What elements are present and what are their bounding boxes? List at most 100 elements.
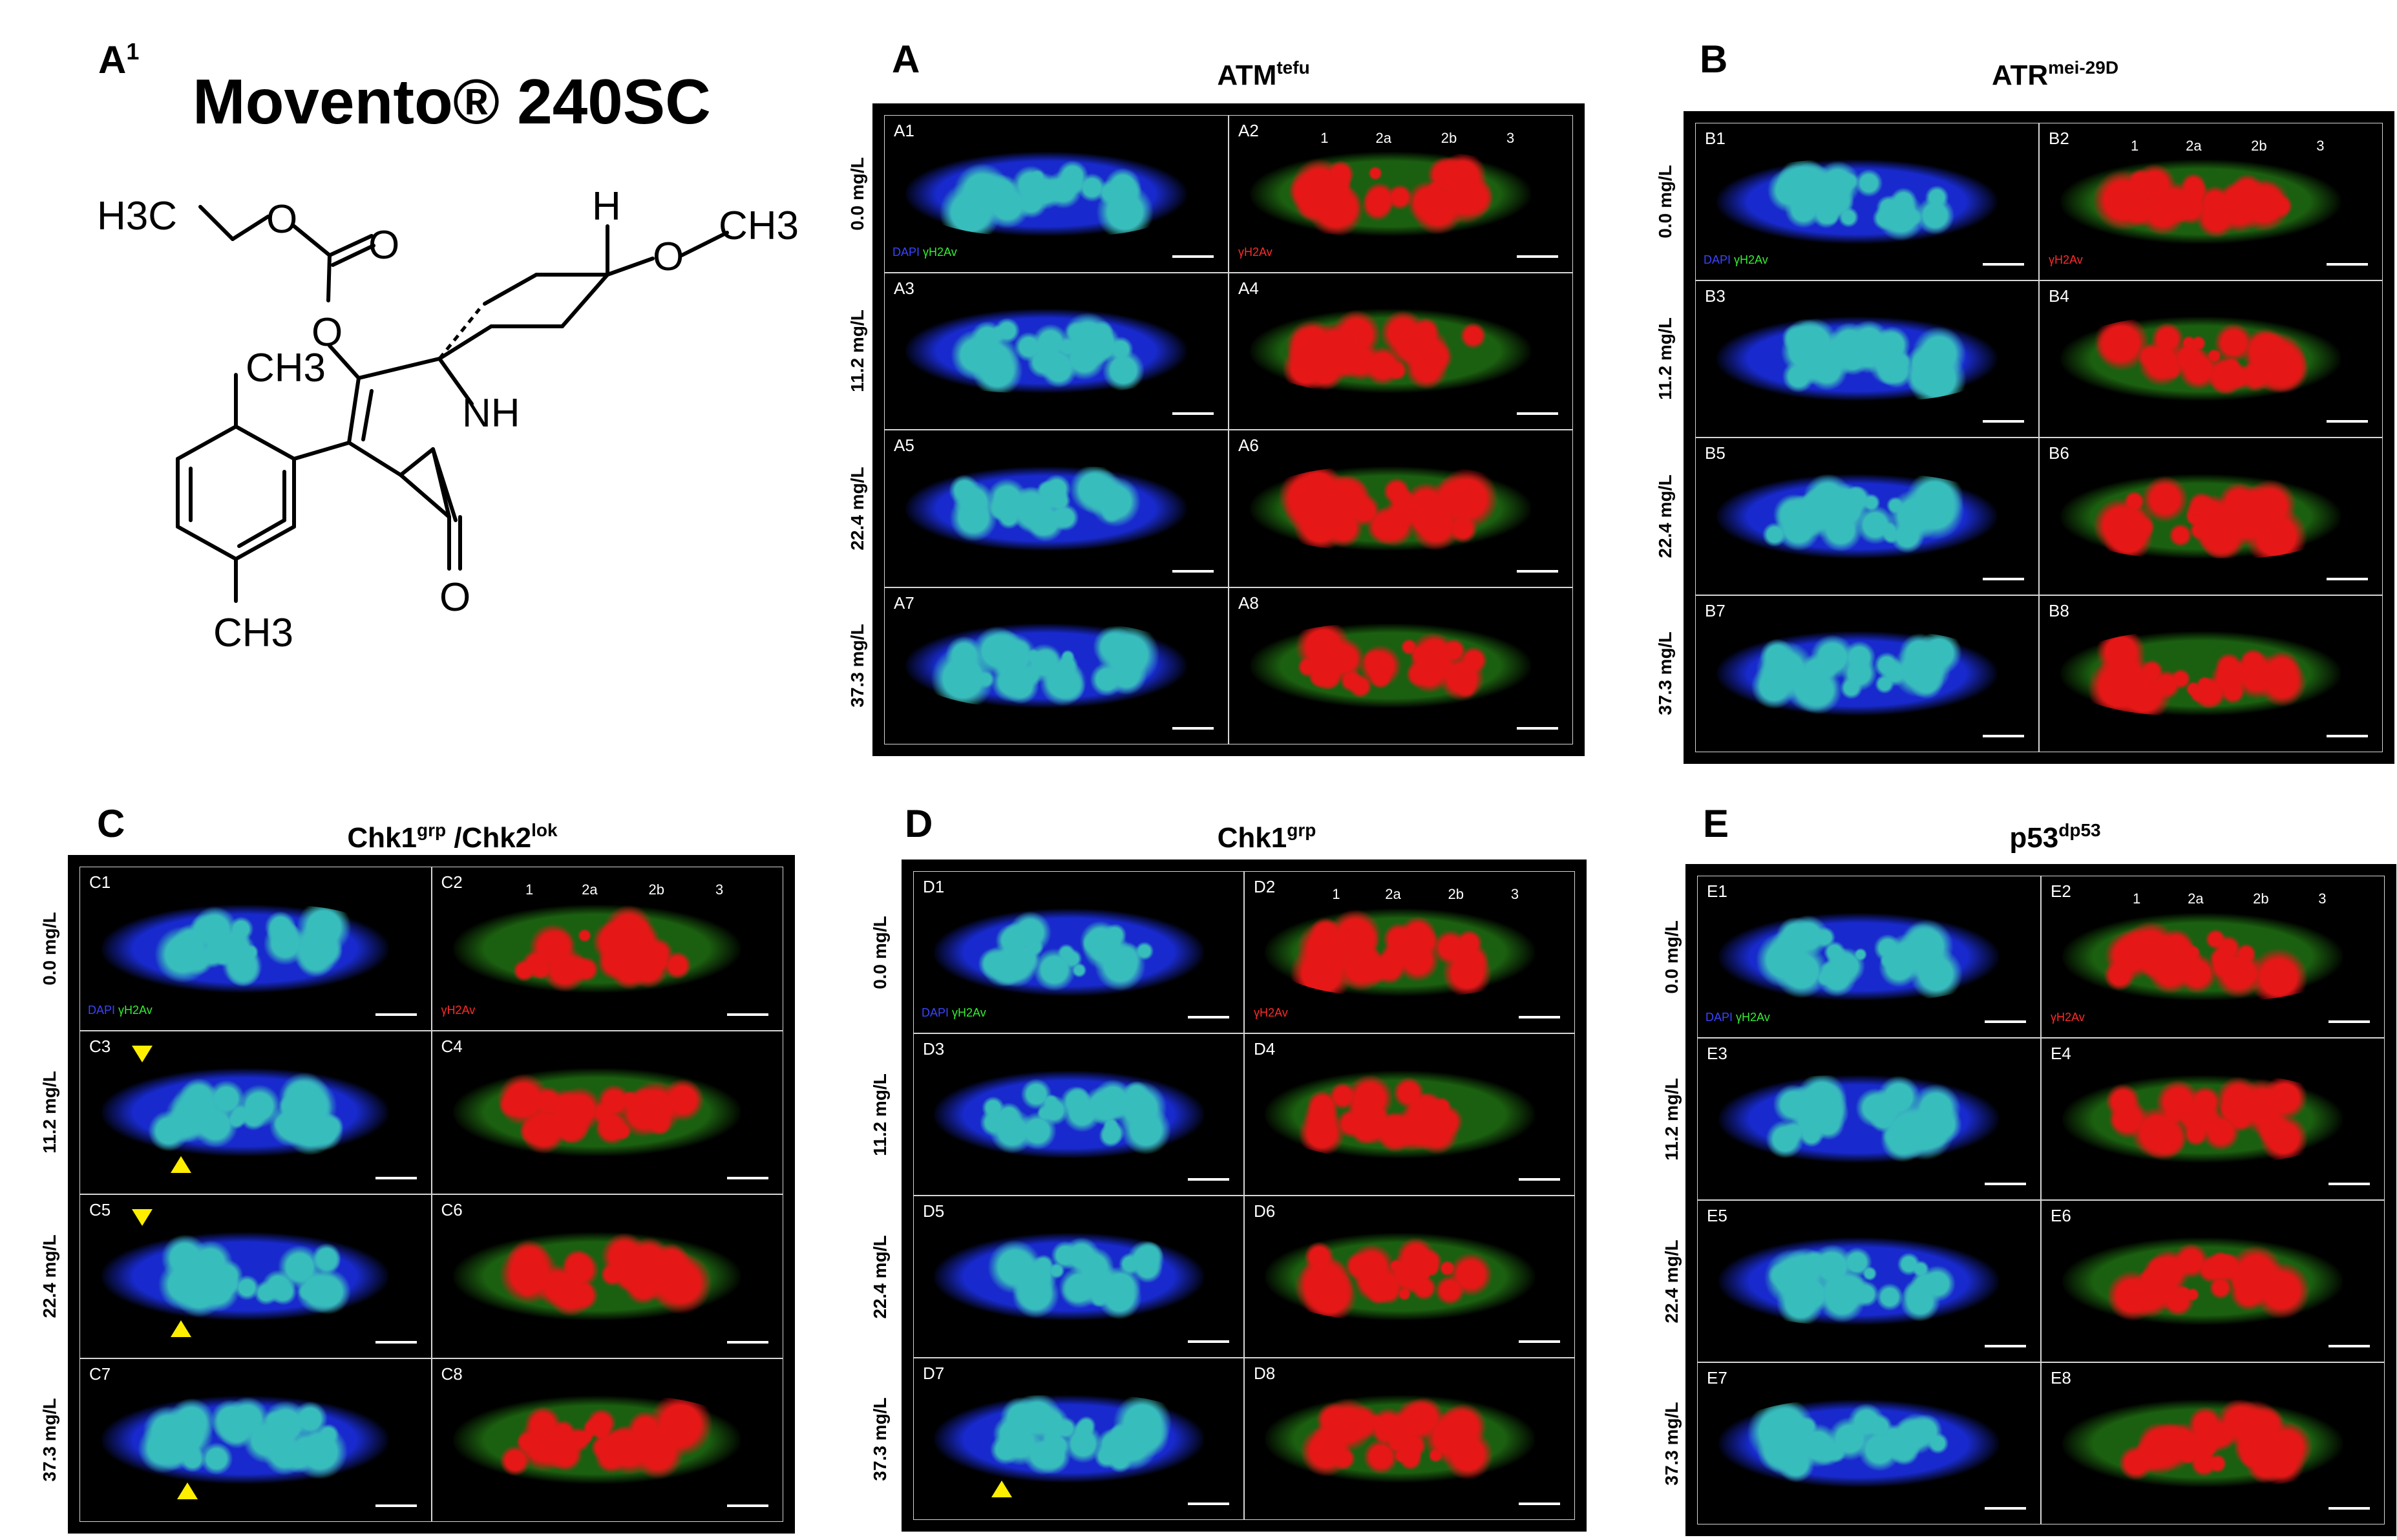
- ovary-image: [933, 909, 1204, 996]
- atom-ch3-methoxy: CH3: [719, 204, 799, 248]
- compound-name: Movento® 240SC: [193, 66, 711, 137]
- ovary-image: [1718, 1075, 2000, 1163]
- concentration-label: 37.3 mg/L: [847, 624, 867, 708]
- scale-bar: [1519, 1178, 1560, 1181]
- concentration-label: 0.0 mg/L: [847, 156, 867, 231]
- micrograph-e3: E3: [1697, 1038, 2041, 1200]
- atom-o-ester: O: [312, 310, 343, 355]
- cell-label: B6: [2049, 443, 2069, 463]
- stage-label-1: 1: [2132, 891, 2141, 907]
- panel-letter-e: E: [1703, 802, 1729, 845]
- cell-label: C4: [441, 1036, 463, 1056]
- cell-label: C1: [89, 872, 111, 892]
- micrograph-d5: D5: [913, 1196, 1244, 1358]
- micrograph-c4: C4: [431, 1030, 783, 1194]
- panel-letter-a1: A1: [98, 40, 139, 79]
- stain-legend: DAPI γH2Av: [922, 1006, 986, 1020]
- concentration-label: 37.3 mg/L: [39, 1398, 59, 1482]
- title-gene-2: /Chk2: [446, 822, 532, 854]
- cell-label: E6: [2051, 1206, 2071, 1225]
- ovary-image: [905, 151, 1187, 236]
- scale-bar: [1985, 1020, 2026, 1023]
- stage-label-2b: 2b: [1448, 886, 1464, 902]
- ovary-image: [453, 1396, 741, 1484]
- stage-label-3: 3: [715, 881, 724, 898]
- panel-letter-a: A: [892, 37, 920, 81]
- concentration-label: 11.2 mg/L: [847, 310, 867, 393]
- title-gene: ATM: [1217, 59, 1277, 91]
- panel-title-a: ATMtefu: [1134, 59, 1393, 91]
- atom-ch3-top: CH3: [246, 346, 326, 390]
- ovary-image: [453, 1232, 741, 1320]
- ovary-image: [2062, 1238, 2343, 1325]
- scale-bar: [727, 1177, 768, 1179]
- micrograph-b4: B4: [2039, 280, 2383, 438]
- ovary-image: [2062, 1075, 2343, 1163]
- micrograph-b3: B3: [1695, 280, 2039, 438]
- micrograph-c7: C7: [79, 1358, 432, 1522]
- concentration-label: 37.3 mg/L: [1662, 1401, 1682, 1486]
- concentration-label: 22.4 mg/L: [847, 467, 867, 551]
- micrograph-b5: B5: [1695, 438, 2039, 595]
- stain-dapi: DAPI: [922, 1006, 949, 1019]
- cell-label: D4: [1254, 1039, 1276, 1059]
- scale-bar: [1519, 1503, 1560, 1505]
- panel-letter-b: B: [1700, 37, 1728, 81]
- scale-bar: [1517, 255, 1558, 258]
- stain-gh2av-red: γH2Av: [2049, 253, 2083, 266]
- micrograph-d7: D7: [913, 1358, 1244, 1520]
- cell-label: E5: [1707, 1206, 1727, 1225]
- cell-label: A2: [1238, 121, 1259, 140]
- micrograph-e4: E4: [2041, 1038, 2385, 1200]
- stage-label-2b: 2b: [1441, 130, 1457, 146]
- atom-o-lactam: O: [439, 575, 470, 620]
- atom-h: H: [592, 184, 621, 229]
- scale-bar: [2328, 1345, 2370, 1347]
- scale-bar: [1188, 1503, 1229, 1505]
- ovary-image: [2060, 317, 2341, 401]
- cell-label: B1: [1705, 129, 1726, 148]
- stain-dapi: DAPI: [892, 245, 920, 258]
- panel-title-d: Chk1grp: [1137, 821, 1396, 852]
- cell-label: D8: [1254, 1364, 1276, 1383]
- ovary-image: [1716, 159, 1998, 244]
- scale-bar: [1188, 1340, 1229, 1343]
- concentration-label: 0.0 mg/L: [1655, 164, 1675, 238]
- micrograph-a6: A6: [1229, 430, 1573, 587]
- scale-bar: [2327, 577, 2368, 580]
- ovary-image: [1264, 1071, 1535, 1158]
- arrow-up-icon: [177, 1482, 198, 1499]
- scale-bar: [1172, 255, 1214, 258]
- scale-bar: [1517, 569, 1558, 573]
- cell-label: E1: [1707, 881, 1727, 901]
- micrograph-e8: E8: [2041, 1362, 2385, 1524]
- title-allele-2: lok: [531, 820, 558, 840]
- stage-label-3: 3: [1506, 130, 1515, 146]
- panel-letter: A: [98, 38, 127, 81]
- ovary-image: [1716, 631, 1998, 716]
- stain-legend: DAPI γH2Av: [1704, 253, 1768, 267]
- cell-label: E2: [2051, 881, 2071, 901]
- title-gene: p53: [2009, 822, 2059, 854]
- atom-o-carbonyl: O: [368, 223, 399, 268]
- micrograph-d3: D3: [913, 1033, 1244, 1196]
- cell-label: E4: [2051, 1044, 2071, 1063]
- stain-gh2av-red: γH2Av: [2051, 1011, 2085, 1024]
- stain-gh2av-green: γH2Av: [118, 1003, 153, 1017]
- stage-label-2b: 2b: [2251, 138, 2267, 154]
- title-allele: dp53: [2058, 820, 2101, 840]
- panel-frame-b: B1 DAPI γH2Av B2 γH2Av 1 2a 2b 3 B3 B4 B5 B6 B7 B8: [1684, 111, 2394, 764]
- scale-bar: [2327, 420, 2368, 423]
- micrograph-e1: E1 DAPI γH2Av: [1697, 876, 2041, 1038]
- stage-label-2b: 2b: [648, 881, 665, 898]
- scale-bar: [1188, 1178, 1229, 1181]
- arrow-down-icon: [132, 1045, 153, 1062]
- micrograph-b8: B8: [2039, 595, 2383, 752]
- scale-bar: [1517, 412, 1558, 415]
- cell-label: D7: [923, 1364, 945, 1383]
- arrow-down-icon: [132, 1209, 153, 1226]
- stage-label-3: 3: [2318, 891, 2327, 907]
- scale-bar: [375, 1177, 417, 1179]
- cell-label: A1: [894, 121, 914, 140]
- scale-bar: [2328, 1020, 2370, 1023]
